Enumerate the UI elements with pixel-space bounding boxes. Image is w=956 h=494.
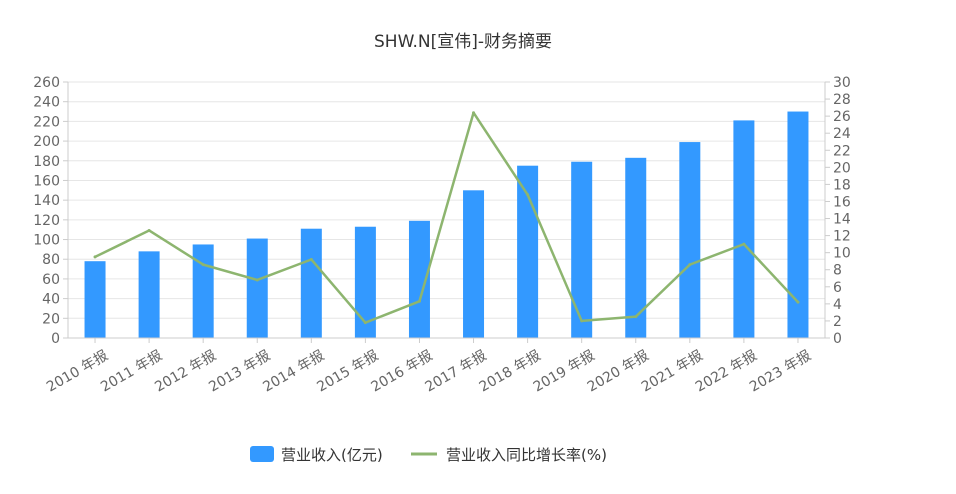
y-right-tick-label: 14 <box>833 212 851 228</box>
growth-point <box>526 193 530 197</box>
revenue-bar <box>679 142 701 338</box>
growth-point <box>255 278 259 282</box>
growth-point <box>580 319 584 323</box>
y-left-tick-label: 40 <box>42 292 60 308</box>
y-right-tick-label: 4 <box>833 297 842 313</box>
revenue-bar <box>517 165 539 338</box>
growth-point <box>796 300 800 304</box>
y-left-tick-label: 20 <box>42 311 60 327</box>
y-left-tick-label: 100 <box>33 233 60 249</box>
legend-label-growth: 营业收入同比增长率(%) <box>446 446 607 464</box>
growth-point <box>417 299 421 303</box>
x-tick-label: 2023 年报 <box>747 348 814 396</box>
y-right-tick-label: 12 <box>833 229 851 245</box>
y-right-tick-label: 30 <box>833 75 851 91</box>
y-left-tick-label: 200 <box>33 134 60 150</box>
legend-swatch-revenue <box>250 446 274 462</box>
y-left-tick-label: 60 <box>42 272 60 288</box>
growth-point <box>147 228 151 232</box>
y-left-tick-label: 0 <box>51 331 60 347</box>
y-right-tick-label: 20 <box>833 160 851 176</box>
growth-point <box>363 321 367 325</box>
revenue-bar <box>408 220 430 338</box>
legend-item-revenue[interactable]: 营业收入(亿元) <box>250 446 383 464</box>
growth-point <box>93 255 97 259</box>
y-right-tick-label: 22 <box>833 143 851 159</box>
growth-point <box>472 111 476 115</box>
y-right-tick-label: 26 <box>833 109 851 125</box>
revenue-bar <box>138 251 160 338</box>
growth-line <box>93 111 800 325</box>
revenue-bar <box>354 226 376 338</box>
y-right-tick-label: 8 <box>833 263 842 279</box>
y-left-tick-label: 180 <box>33 154 60 170</box>
growth-point <box>309 257 313 261</box>
y-left-tick-label: 120 <box>33 213 60 229</box>
growth-line-path <box>93 111 800 324</box>
y-right-tick-label: 18 <box>833 177 851 193</box>
revenue-bar <box>246 238 268 338</box>
y-left-tick-label: 260 <box>33 75 60 91</box>
y-right-tick-label: 0 <box>833 331 842 347</box>
revenue-bar <box>84 261 106 338</box>
y-right-tick-label: 10 <box>833 246 851 262</box>
y-axis-left: 0 20 40 60 80 100 120 140 160 180 200 220 240 260 <box>33 75 69 347</box>
y-right-tick-label: 24 <box>833 126 851 142</box>
growth-point <box>201 263 205 267</box>
revenue-bar <box>300 228 322 338</box>
legend-item-growth[interactable]: 营业收入同比增长率(%) <box>411 446 607 464</box>
legend-label-revenue: 营业收入(亿元) <box>281 446 383 464</box>
revenue-bars <box>84 111 809 339</box>
y-left-tick-label: 140 <box>33 193 60 209</box>
revenue-bar <box>571 161 593 338</box>
revenue-bar <box>463 190 485 338</box>
growth-point <box>634 315 638 319</box>
revenue-bar <box>787 111 809 339</box>
y-left-tick-label: 80 <box>42 252 60 268</box>
y-left-tick-label: 240 <box>33 95 60 111</box>
y-left-tick-label: 160 <box>33 173 60 189</box>
y-right-tick-label: 28 <box>833 92 851 108</box>
y-right-tick-label: 6 <box>833 280 842 296</box>
revenue-bar <box>192 244 214 338</box>
grid-lines <box>68 81 825 319</box>
chart-title: SHW.N[宣伟]-财务摘要 <box>374 32 552 52</box>
y-left-tick-label: 220 <box>33 114 60 130</box>
growth-point <box>688 263 692 267</box>
revenue-bar <box>733 120 755 339</box>
y-right-tick-label: 16 <box>833 194 851 210</box>
y-right-tick-label: 2 <box>833 314 842 330</box>
revenue-bar <box>625 157 647 338</box>
growth-point <box>742 242 746 246</box>
legend: 营业收入(亿元) 营业收入同比增长率(%) <box>250 446 607 464</box>
